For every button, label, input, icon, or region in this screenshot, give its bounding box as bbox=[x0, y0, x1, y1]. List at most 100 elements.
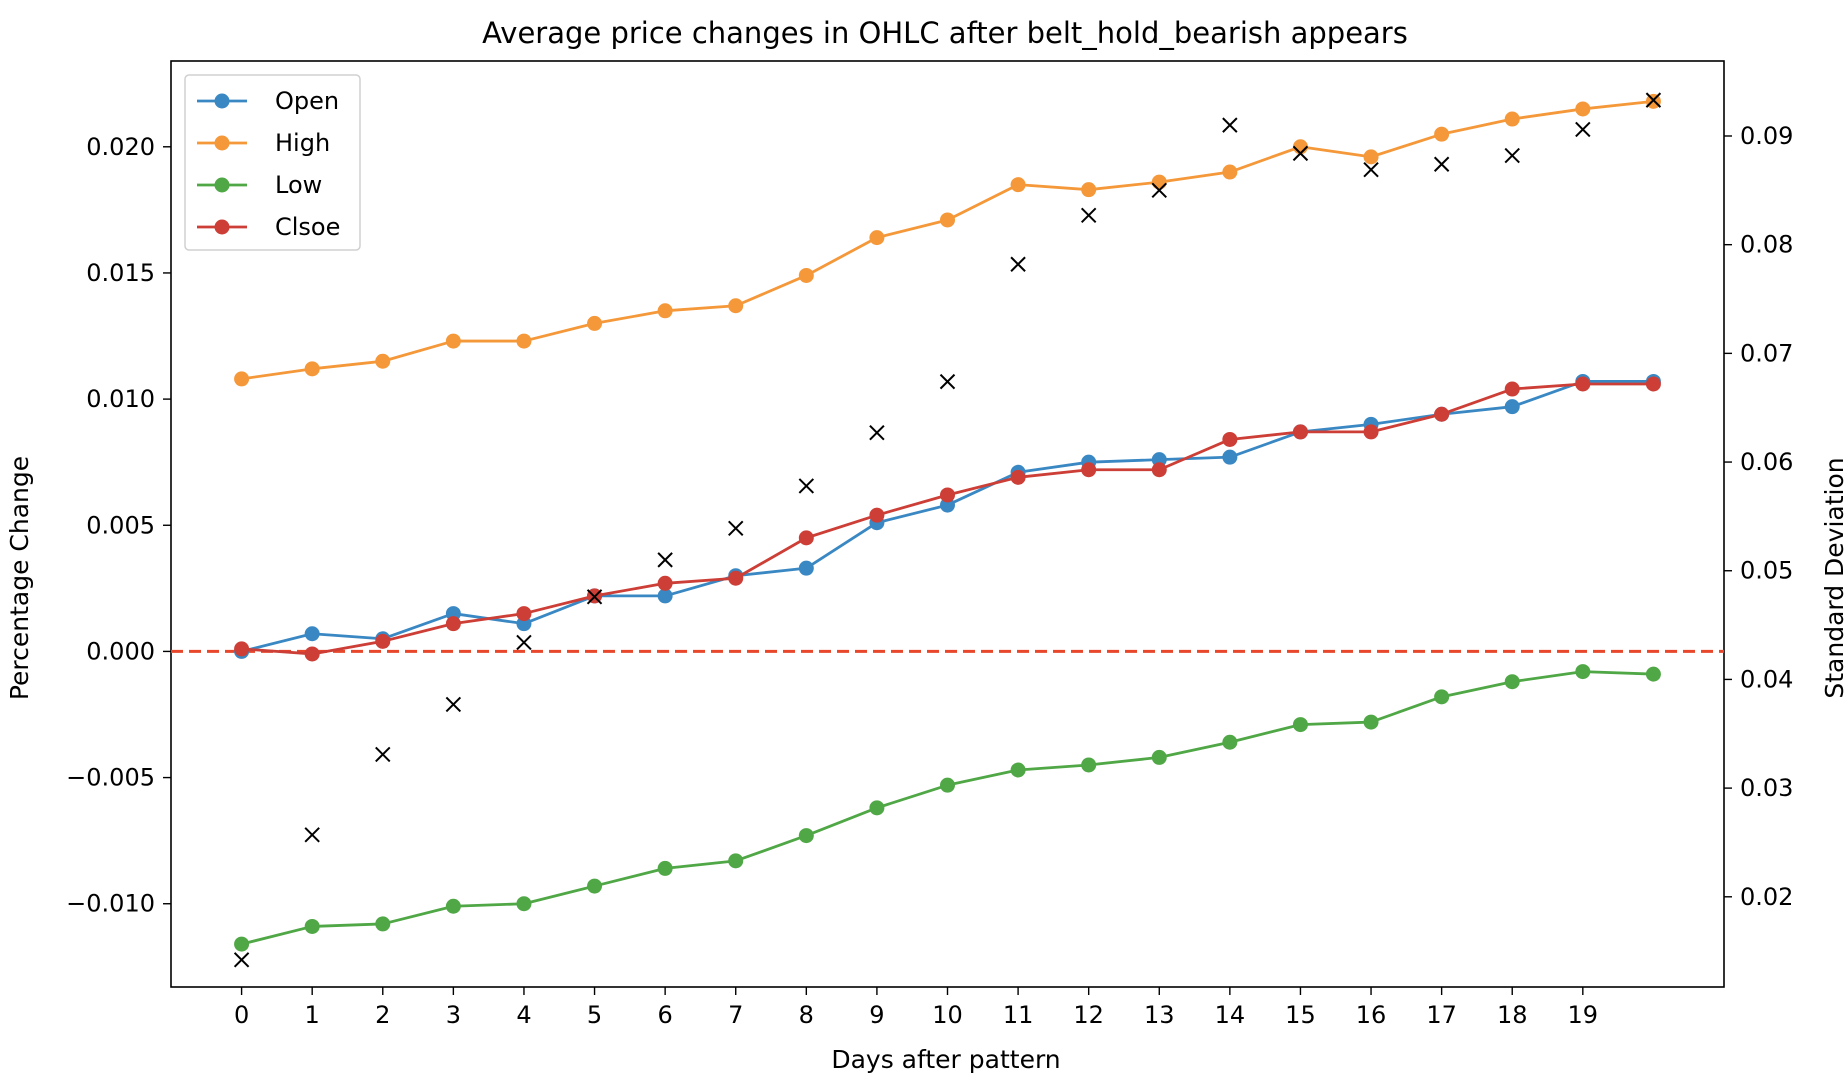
series-point-clsoe bbox=[728, 570, 744, 586]
std-deviation-marker bbox=[586, 589, 603, 605]
plot-area: 0 1 2 3 4 5 6 7 8 9 10 11 12 13 14 15 16 17 18 19−0.010−0.0… bbox=[66, 60, 1793, 1029]
series-point-high bbox=[516, 333, 532, 349]
legend-label: Open bbox=[275, 87, 339, 115]
std-marker-stroke bbox=[869, 424, 885, 441]
x-tick-label: 8 bbox=[799, 1001, 814, 1029]
series-point-high bbox=[1151, 174, 1167, 190]
std-deviation-marker bbox=[516, 634, 532, 651]
series-point-low bbox=[1434, 689, 1450, 705]
series-point-clsoe bbox=[1292, 424, 1308, 440]
series-point-high bbox=[1081, 182, 1097, 198]
series-point-clsoe bbox=[1575, 376, 1591, 392]
std-marker-stroke bbox=[1433, 156, 1450, 172]
y2-tick-label: 0.03 bbox=[1740, 774, 1793, 802]
series-point-low bbox=[1504, 674, 1520, 690]
series-point-clsoe bbox=[798, 530, 814, 546]
legend-swatch-marker bbox=[214, 135, 230, 151]
series-point-low bbox=[304, 918, 320, 934]
series-point-high bbox=[234, 371, 250, 387]
std-marker-stroke bbox=[1010, 256, 1026, 272]
series-point-open bbox=[657, 588, 673, 604]
legend-box bbox=[184, 74, 361, 251]
std-deviation-marker bbox=[1575, 121, 1591, 138]
series-point-high bbox=[1010, 177, 1026, 193]
x-tick-label: 15 bbox=[1285, 1001, 1316, 1029]
plot-frame bbox=[170, 60, 1725, 988]
std-deviation-marker bbox=[869, 424, 885, 441]
x-tick-label: 18 bbox=[1497, 1001, 1528, 1029]
series-point-high bbox=[940, 212, 955, 228]
y2-tick-label: 0.05 bbox=[1740, 557, 1793, 585]
series-point-low bbox=[516, 896, 532, 912]
legend-swatch-marker bbox=[214, 219, 230, 235]
std-marker-stroke bbox=[375, 746, 391, 763]
y2-tick-label: 0.06 bbox=[1740, 448, 1793, 476]
y-tick-label: 0.020 bbox=[86, 133, 155, 161]
x-tick-label: 1 bbox=[305, 1001, 320, 1029]
x-axis-title: Days after pattern bbox=[831, 1045, 1060, 1074]
std-deviation-marker bbox=[233, 952, 250, 968]
series-point-high bbox=[304, 361, 320, 377]
series-point-low bbox=[1575, 664, 1591, 680]
y-axis-title: Percentage Change bbox=[5, 456, 34, 700]
series-point-clsoe bbox=[1645, 376, 1661, 392]
std-marker-stroke bbox=[586, 589, 603, 605]
series-point-high bbox=[1434, 126, 1450, 142]
x-tick-label: 2 bbox=[375, 1001, 390, 1029]
std-deviation-marker bbox=[1080, 207, 1097, 224]
legend-label: Low bbox=[275, 171, 322, 199]
series-point-high bbox=[1363, 149, 1379, 165]
series-point-low bbox=[1151, 749, 1167, 765]
std-deviation-marker bbox=[1504, 147, 1520, 164]
series-point-open bbox=[1222, 449, 1238, 465]
std-marker-stroke bbox=[798, 478, 815, 494]
series-point-clsoe bbox=[1081, 462, 1097, 478]
x-tick-label: 16 bbox=[1356, 1001, 1387, 1029]
series-point-low bbox=[940, 777, 955, 793]
series-point-clsoe bbox=[304, 646, 320, 662]
series-point-clsoe bbox=[516, 606, 532, 622]
std-marker-stroke bbox=[1080, 207, 1097, 224]
x-tick-label: 4 bbox=[516, 1001, 531, 1029]
series-point-clsoe bbox=[1222, 431, 1238, 447]
y2-tick-label: 0.07 bbox=[1740, 339, 1793, 367]
series-point-low bbox=[1010, 762, 1026, 778]
x-tick-label: 12 bbox=[1073, 1001, 1104, 1029]
x-tick-label: 7 bbox=[728, 1001, 743, 1029]
chart-title: Average price changes in OHLC after belt… bbox=[482, 16, 1408, 50]
y2-axis-title: Standard Deviation bbox=[1820, 457, 1844, 698]
x-tick-label: 11 bbox=[1003, 1001, 1034, 1029]
series-point-open bbox=[1504, 399, 1520, 415]
series-point-clsoe bbox=[869, 507, 885, 523]
series-point-low bbox=[1363, 714, 1379, 730]
series-point-open bbox=[798, 560, 814, 576]
series-point-clsoe bbox=[940, 487, 955, 503]
y-tick-label: −0.005 bbox=[66, 764, 155, 792]
legend-swatch-marker bbox=[214, 93, 230, 109]
series-point-clsoe bbox=[657, 575, 673, 591]
std-deviation-marker bbox=[657, 552, 673, 568]
series-point-clsoe bbox=[1010, 469, 1026, 485]
std-marker-stroke bbox=[728, 520, 744, 537]
y-tick-label: 0.000 bbox=[86, 637, 155, 665]
x-tick-label: 3 bbox=[446, 1001, 461, 1029]
std-deviation-marker bbox=[1645, 92, 1662, 108]
std-deviation-marker bbox=[1010, 256, 1026, 272]
series-point-low bbox=[587, 878, 603, 894]
legend-label: High bbox=[275, 129, 330, 157]
series-point-clsoe bbox=[1434, 406, 1450, 422]
series-point-high bbox=[587, 315, 603, 331]
x-tick-label: 9 bbox=[869, 1001, 884, 1029]
y-tick-label: −0.010 bbox=[66, 890, 155, 918]
series-point-clsoe bbox=[1363, 424, 1379, 440]
std-deviation-marker bbox=[375, 746, 391, 763]
series-point-low bbox=[445, 898, 461, 914]
std-deviation-marker bbox=[728, 520, 744, 537]
x-tick-label: 5 bbox=[587, 1001, 602, 1029]
series-point-low bbox=[869, 800, 885, 816]
series-point-low bbox=[1222, 734, 1238, 750]
std-marker-stroke bbox=[1363, 161, 1379, 178]
std-marker-stroke bbox=[1292, 145, 1309, 162]
y2-tick-label: 0.02 bbox=[1740, 883, 1793, 911]
